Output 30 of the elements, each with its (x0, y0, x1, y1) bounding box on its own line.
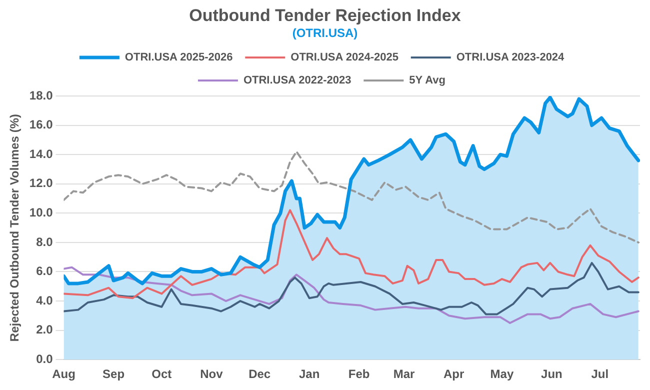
x-tick-label: Jun (541, 367, 562, 382)
legend-label: OTRI.USA 2025-2026 (124, 52, 233, 64)
y-tick-label: 10.0 (29, 205, 54, 220)
y-tick-label: 14.0 (29, 146, 54, 161)
y-tick-label: 0.0 (36, 352, 54, 366)
legend-label: OTRI.USA 2022-2023 (243, 74, 352, 87)
y-tick-label: 8.0 (36, 234, 54, 249)
chart-subtitle: (OTRI.USA) (291, 26, 359, 40)
x-tick-label: Nov (200, 367, 224, 382)
x-tick-label: Aug (52, 367, 76, 382)
y-axis-title: Rejected Outbound Tender Volumes (%) (8, 114, 22, 342)
y-tick-label: 18.0 (29, 88, 54, 102)
x-tick-label: Dec (248, 367, 271, 382)
x-tick-label: Sep (102, 367, 125, 382)
x-tick-label: Oct (152, 367, 172, 382)
y-tick-label: 4.0 (36, 293, 54, 308)
y-tick-label: 2.0 (36, 322, 54, 337)
x-tick-label: Jul (591, 367, 609, 382)
x-tick-label: Feb (348, 367, 370, 382)
x-tick-label: Jan (299, 367, 320, 382)
x-tick-label: Apr (443, 367, 464, 382)
x-tick-label: Mar (393, 367, 416, 382)
x-tick-label: May (490, 367, 514, 382)
y-tick-label: 6.0 (36, 264, 54, 278)
y-tick-label: 16.0 (29, 118, 54, 132)
legend-label: 5Y Avg (409, 74, 446, 87)
legend-label: OTRI.USA 2023-2024 (456, 52, 566, 64)
chart-title: Outbound Tender Rejection Index (188, 6, 462, 26)
legend-label: OTRI.USA 2024-2025 (290, 52, 398, 64)
y-tick-label: 12.0 (29, 176, 54, 190)
